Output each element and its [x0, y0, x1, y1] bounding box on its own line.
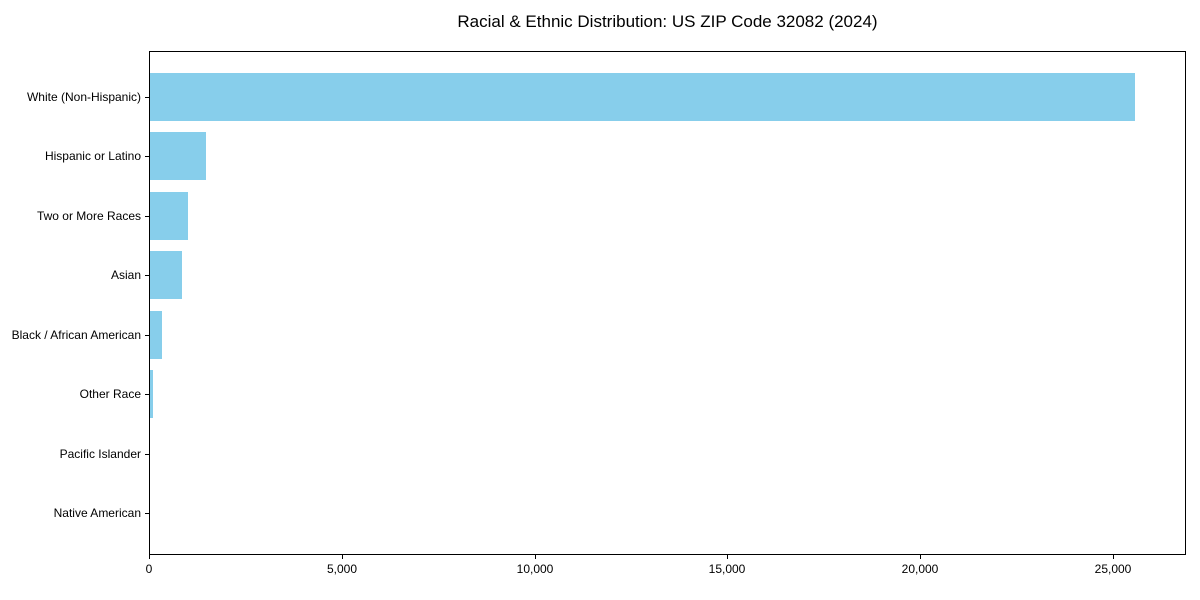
x-tick-mark	[149, 555, 150, 559]
bar	[150, 370, 153, 419]
y-tick-mark	[145, 156, 149, 158]
y-tick-label: Other Race	[79, 387, 141, 402]
x-tick-label: 0	[145, 562, 153, 576]
y-tick-mark	[145, 513, 149, 514]
y-tick-label: Native American	[53, 506, 141, 520]
x-tick-mark	[920, 555, 921, 559]
y-tick-mark	[145, 334, 149, 336]
y-tick-mark	[145, 453, 149, 455]
y-tick-label: Pacific Islander	[59, 446, 141, 461]
x-tick-label: 25,000	[1094, 562, 1132, 576]
x-tick-label: 5,000	[326, 562, 358, 576]
y-tick-label: Two or More Races	[36, 208, 141, 223]
y-tick-label: Hispanic or Latino	[44, 149, 141, 164]
y-tick-label: White (Non-Hispanic)	[26, 90, 141, 104]
x-tick-mark	[535, 555, 536, 559]
x-tick-mark	[1113, 555, 1114, 559]
y-tick-label: Black / African American	[11, 327, 141, 342]
bar	[150, 191, 188, 240]
x-tick-mark	[342, 555, 343, 559]
plot-area	[149, 51, 1186, 555]
y-tick-mark	[145, 394, 149, 396]
x-tick-label: 15,000	[708, 562, 746, 576]
bar	[150, 73, 1135, 121]
chart-title: Racial & Ethnic Distribution: US ZIP Cod…	[457, 12, 878, 31]
y-tick-mark	[145, 97, 149, 98]
y-tick-mark	[145, 275, 149, 277]
x-tick-mark	[727, 555, 728, 559]
x-tick-label: 20,000	[901, 562, 939, 576]
y-tick-label: Asian	[110, 268, 141, 283]
bar	[150, 251, 182, 300]
bar	[150, 132, 206, 181]
bar	[150, 310, 162, 359]
y-tick-mark	[145, 215, 149, 217]
x-tick-label: 10,000	[516, 562, 554, 576]
